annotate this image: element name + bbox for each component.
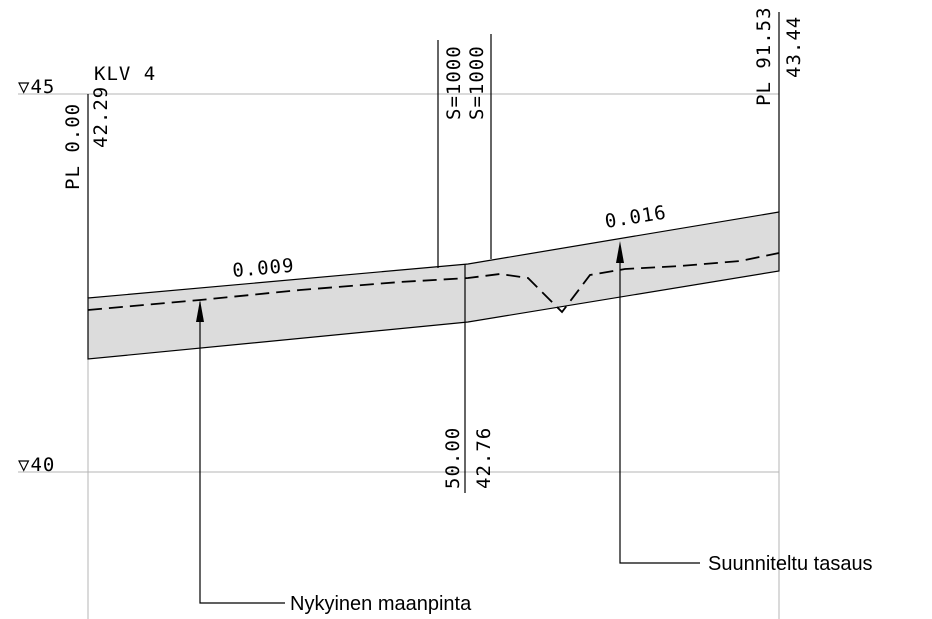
end-chainage-label: PL 91.53: [753, 6, 775, 106]
start-chainage-label: PL 0.00: [62, 103, 84, 190]
planned-grade-arrowhead: [616, 241, 624, 263]
gradient-left-label: 0.009: [232, 255, 296, 282]
existing-ground-line: [87, 252, 780, 314]
start-elevation-label: 42.29: [90, 86, 112, 148]
grade-band: [87, 211, 780, 360]
planned-grade-note: Suunniteltu tasaus: [708, 553, 873, 575]
middle-elevation-label: 42.76: [473, 427, 495, 489]
curve-left-label: S=1000: [443, 45, 465, 120]
planned-grade-leader: [619, 270, 700, 564]
existing-ground-leader: [199, 302, 285, 604]
level-40-marker: ▽40: [18, 454, 55, 476]
middle-chainage-label: 50.00: [442, 427, 464, 489]
level-45-marker: ▽45: [18, 76, 55, 98]
end-elevation-label: 43.44: [783, 16, 805, 78]
curve-right-label: S=1000: [466, 45, 488, 120]
gradient-right-label: 0.016: [603, 201, 668, 232]
section-label: KLV 4: [94, 63, 156, 85]
existing-ground-note: Nykyinen maanpinta: [290, 593, 472, 615]
existing-ground-arrowhead: [196, 300, 204, 322]
